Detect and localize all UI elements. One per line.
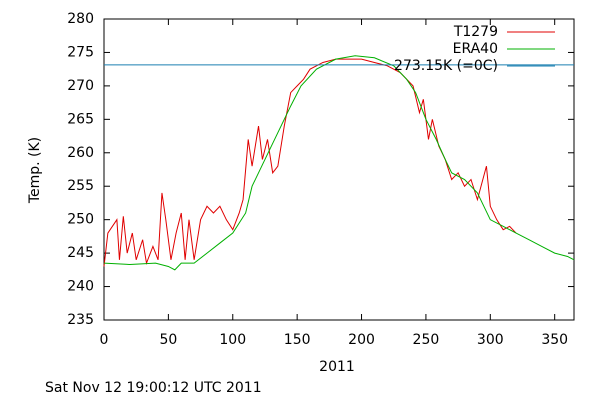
y-tick-label: 245 (67, 245, 94, 261)
y-tick-label: 250 (67, 212, 94, 228)
x-tick-label: 200 (348, 332, 375, 348)
x-tick-label: 0 (100, 332, 109, 348)
x-tick-label: 300 (477, 332, 504, 348)
y-tick-label: 270 (67, 78, 94, 94)
x-tick-label: 350 (541, 332, 568, 348)
x-axis-label: 2011 (319, 359, 355, 375)
x-tick-label: 50 (159, 332, 177, 348)
legend-label: T1279 (453, 24, 498, 40)
x-tick-label: 250 (413, 332, 440, 348)
y-tick-label: 255 (67, 178, 94, 194)
legend-label: 273.15K (=0C) (394, 58, 498, 74)
y-tick-label: 235 (67, 312, 94, 328)
y-tick-label: 240 (67, 279, 94, 295)
data-line (103, 58, 517, 267)
y-tick-label: 275 (67, 44, 94, 60)
data-line (103, 55, 575, 271)
y-tick-label: 260 (67, 145, 94, 161)
y-tick-label: 265 (67, 111, 94, 127)
y-axis-label: Temp. (K) (27, 137, 43, 204)
legend-label: ERA40 (453, 41, 498, 57)
plot-frame (103, 18, 575, 321)
y-tick-label: 280 (67, 11, 94, 27)
footer-timestamp: Sat Nov 12 19:00:12 UTC 2011 (45, 380, 262, 396)
x-tick-label: 100 (219, 332, 246, 348)
x-tick-label: 150 (284, 332, 311, 348)
